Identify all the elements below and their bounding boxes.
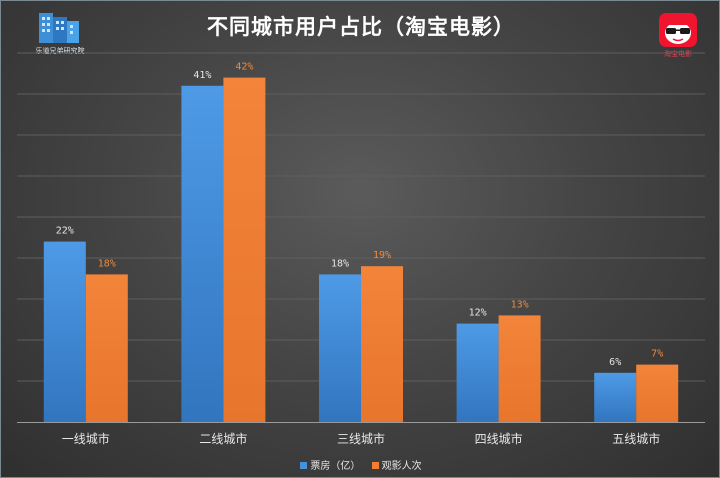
bars [43, 77, 679, 423]
data-label-admissions: 13% [511, 299, 529, 310]
bar-box-office [319, 274, 361, 422]
logo-right-text: 淘宝电影 [664, 50, 692, 58]
data-label-box-office: 18% [331, 258, 349, 269]
x-tick-label: 五线城市 [612, 431, 660, 446]
chart-title: 不同城市用户占比（淘宝电影） [207, 15, 515, 39]
bar-admissions [223, 77, 266, 422]
data-label-admissions: 18% [98, 258, 116, 269]
legend-item-admissions: 观影人次 [371, 457, 422, 472]
bar-admissions [498, 315, 541, 422]
x-tick-label: 一线城市 [62, 431, 110, 446]
bar-box-office [594, 372, 637, 422]
data-labels: 22% 18% 41% 42% 18% 19% 12% 13% 6% 7% [56, 62, 663, 368]
bar-admissions [85, 274, 128, 422]
building-logo-icon: 乐道兄弟研究院 [27, 11, 93, 57]
bar-admissions [636, 364, 679, 422]
legend-item-box-office: 票房（亿） [300, 457, 360, 472]
logo-left-text: 乐道兄弟研究院 [35, 47, 85, 55]
bar-box-office [456, 323, 499, 422]
taopiaopiao-mascot-icon: 淘宝电影 [655, 11, 701, 59]
bar-box-office [43, 241, 86, 422]
data-label-admissions: 19% [373, 250, 391, 261]
bar-admissions [361, 266, 403, 422]
data-label-box-office: 6% [609, 357, 621, 368]
x-axis-labels: 一线城市 二线城市 三线城市 四线城市 五线城市 [62, 431, 660, 446]
x-tick-label: 三线城市 [337, 431, 385, 446]
bar-box-office [181, 85, 224, 423]
data-label-box-office: 12% [469, 308, 487, 319]
x-tick-label: 二线城市 [199, 431, 247, 446]
data-label-admissions: 42% [235, 62, 253, 73]
x-tick-label: 四线城市 [475, 431, 523, 446]
legend-swatch-admissions [371, 462, 379, 469]
data-label-admissions: 7% [651, 349, 663, 360]
legend-label-admissions: 观影人次 [381, 461, 422, 472]
data-label-box-office: 41% [193, 70, 211, 81]
data-label-box-office: 22% [56, 226, 74, 237]
legend-swatch-box-office [300, 462, 308, 469]
legend: 票房（亿） 观影人次 [1, 457, 719, 472]
legend-label-box-office: 票房（亿） [310, 461, 361, 472]
